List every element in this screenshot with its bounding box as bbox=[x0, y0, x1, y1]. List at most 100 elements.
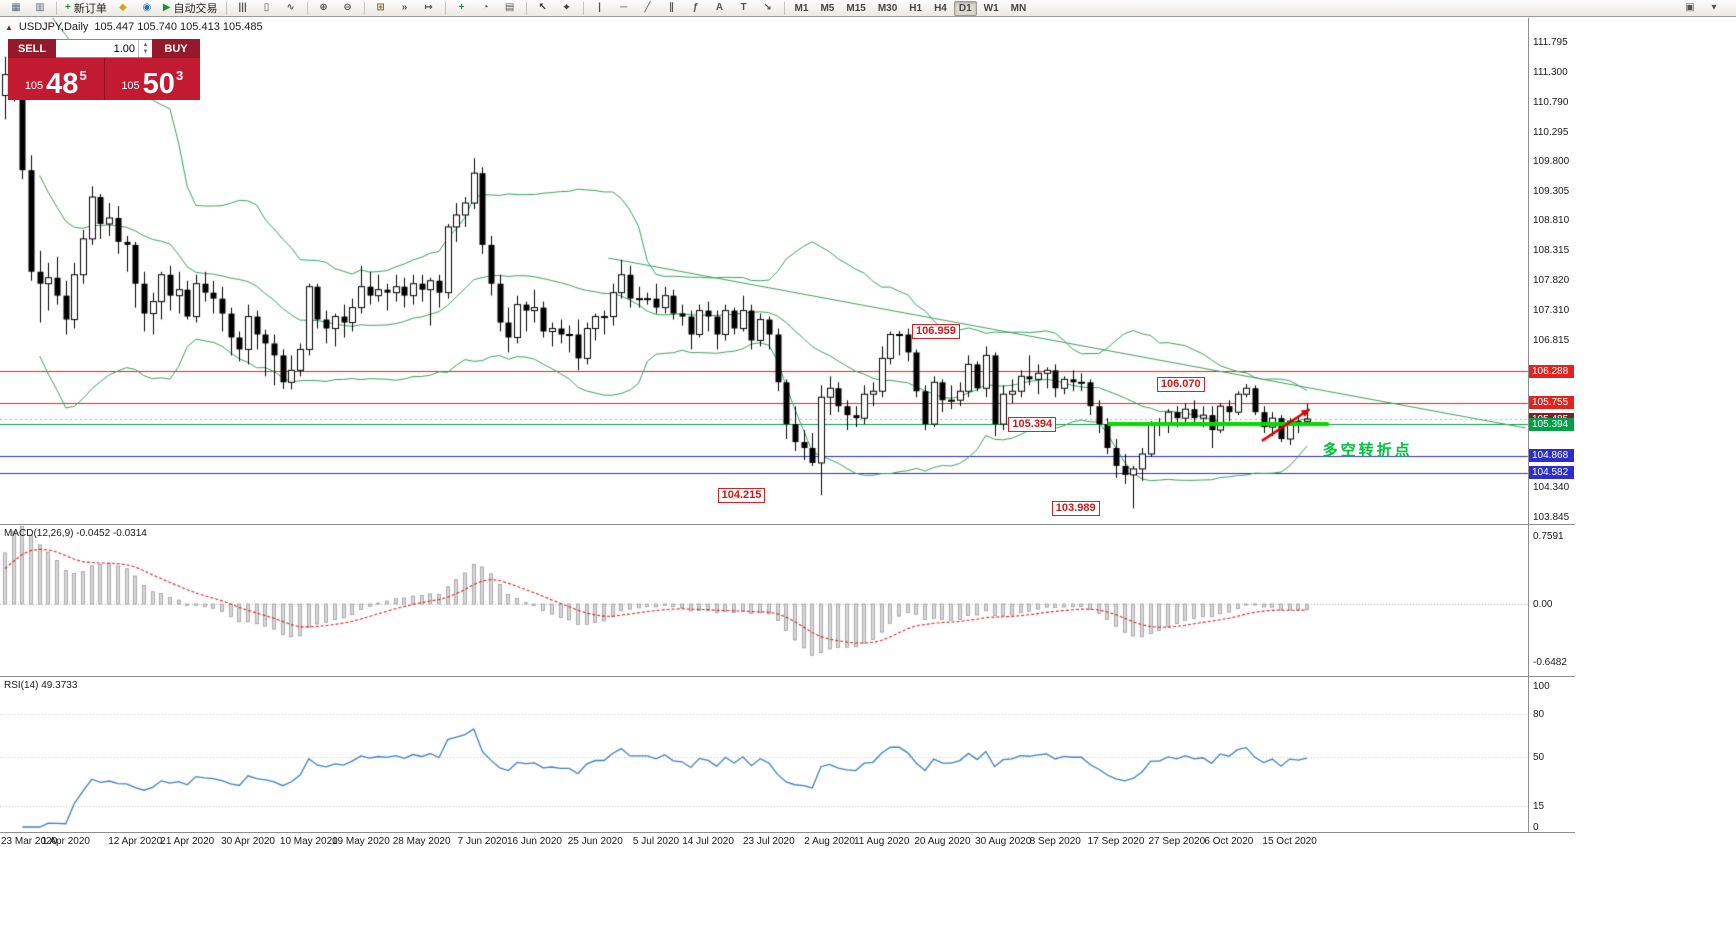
candle-chart-mode-button[interactable]: ▯ bbox=[256, 0, 278, 17]
toolbar-separator bbox=[363, 1, 365, 15]
volume-down-icon[interactable]: ▼ bbox=[142, 48, 149, 55]
toolbar-customize-button[interactable]: ▣ bbox=[1679, 0, 1701, 17]
chart-shift-icon: ↦ bbox=[424, 2, 433, 13]
toolbar-more-button[interactable]: ▾ bbox=[1703, 0, 1725, 17]
price-axis-tick: 108.810 bbox=[1533, 215, 1570, 227]
price-axis-tick: 107.820 bbox=[1533, 274, 1570, 286]
ohlc-values: 105.447 105.740 105.413 105.485 bbox=[94, 21, 263, 33]
new-order-label: 新订单 bbox=[73, 3, 107, 15]
candle-chart-mode-icon: ▯ bbox=[263, 2, 270, 13]
volume-value[interactable]: 1.00 bbox=[113, 42, 135, 55]
price-chart-canvas[interactable] bbox=[0, 18, 1575, 524]
rsi-axis-tick: 50 bbox=[1533, 751, 1545, 763]
rsi-pane-separator[interactable] bbox=[0, 676, 1575, 677]
equidistant-channel-icon: ∥ bbox=[669, 2, 675, 13]
annotation-note: 多空转折点 bbox=[1322, 442, 1413, 460]
main-toolbar: ▦ ▥ + 新订单 ◆ ◉ ▶ 自动交易 ||| ▯ ∿ ⊕ ⊖ ⊞» ↦ + ◔ ▤ ↖ ⌖ | ─ ╱ ∥ ƒ A T ↘ M1 M5… bbox=[0, 0, 1736, 17]
timeframe-m1[interactable]: M1 bbox=[794, 2, 809, 14]
timeframe-m30[interactable]: M30 bbox=[877, 2, 898, 14]
line-chart-mode-button[interactable]: ∿ bbox=[280, 0, 302, 17]
zoom-out-button[interactable]: ⊖ bbox=[337, 0, 359, 17]
macd-pane-separator[interactable] bbox=[0, 524, 1575, 525]
indicators-button[interactable]: + bbox=[451, 0, 473, 17]
date-axis-tick: 5 Jul 2020 bbox=[632, 836, 680, 847]
tile-windows-button[interactable]: ⊞ bbox=[370, 0, 392, 17]
date-axis-tick: 25 Jun 2020 bbox=[567, 836, 623, 847]
periods-icon: ◔ bbox=[482, 2, 489, 13]
date-axis-tick: 11 Aug 2020 bbox=[853, 836, 910, 847]
sell-button[interactable]: SELL bbox=[8, 39, 56, 58]
periods-button[interactable]: ◔ bbox=[475, 0, 497, 17]
symbol-name: USDJPY,Daily bbox=[18, 21, 89, 33]
date-axis-tick: 1 Apr 2020 bbox=[41, 836, 90, 847]
timeframe-d1[interactable]: D1 bbox=[953, 0, 977, 16]
text-button[interactable]: A bbox=[709, 0, 731, 17]
horizontal-line-button[interactable]: ─ bbox=[613, 0, 635, 17]
bar-chart-mode-icon: ||| bbox=[238, 2, 247, 13]
macd-axis-tick: -0.6482 bbox=[1533, 657, 1567, 669]
zoom-in-button[interactable]: ⊕ bbox=[313, 0, 335, 17]
timeframe-w1[interactable]: W1 bbox=[983, 2, 999, 14]
auto-trading-button[interactable]: ▶ 自动交易 bbox=[160, 0, 221, 17]
date-axis-tick: 23 Jul 2020 bbox=[742, 836, 795, 847]
price-axis-badge: 105.394 bbox=[1529, 417, 1574, 431]
community-button[interactable]: ◉ bbox=[136, 0, 158, 17]
fibonacci-icon: ƒ bbox=[692, 2, 699, 13]
date-axis-tick: 6 Oct 2020 bbox=[1204, 836, 1254, 847]
ask-price[interactable]: 105 50 3 bbox=[105, 58, 201, 100]
macd-axis-tick: 0.7591 bbox=[1533, 530, 1564, 542]
ask-pip-digit: 3 bbox=[175, 68, 184, 83]
text-label-button[interactable]: T bbox=[733, 0, 755, 17]
auto-scroll-button[interactable]: » bbox=[394, 0, 416, 17]
new-order-button[interactable]: + 新订单 bbox=[62, 0, 110, 17]
buy-button[interactable]: BUY bbox=[152, 39, 200, 58]
bid-price[interactable]: 105 48 5 bbox=[8, 58, 105, 100]
crosshair-button[interactable]: ⌖ bbox=[556, 0, 578, 17]
price-axis-separator bbox=[1528, 18, 1529, 833]
date-axis-tick: 10 May 2020 bbox=[279, 836, 338, 847]
rsi-label: RSI(14) 49.3733 bbox=[4, 680, 78, 691]
timeframe-h4[interactable]: H4 bbox=[934, 2, 947, 14]
new-order-icon: + bbox=[65, 2, 71, 13]
volume-up-icon[interactable]: ▲ bbox=[142, 41, 149, 48]
volume-spinner[interactable]: ▲ ▼ bbox=[138, 40, 152, 57]
equidistant-channel-button[interactable]: ∥ bbox=[661, 0, 683, 17]
cursor-button[interactable]: ↖ bbox=[532, 0, 554, 17]
ask-big-digits: 50 bbox=[142, 68, 175, 101]
vertical-line-button[interactable]: | bbox=[589, 0, 611, 17]
fibonacci-button[interactable]: ƒ bbox=[685, 0, 707, 17]
toolbar-separator bbox=[306, 1, 308, 15]
toolbar-separator bbox=[56, 1, 57, 15]
timeframe-h1[interactable]: H1 bbox=[909, 2, 923, 14]
date-axis-tick: 27 Sep 2020 bbox=[1148, 836, 1206, 847]
trendline-button[interactable]: ╱ bbox=[637, 0, 659, 17]
macd-canvas[interactable] bbox=[0, 525, 1575, 676]
date-axis-tick: 19 May 2020 bbox=[331, 836, 390, 847]
chart-shift-button[interactable]: ↦ bbox=[418, 0, 440, 17]
chart-profiles-icon: ▥ bbox=[35, 2, 45, 13]
price-axis-tick: 106.815 bbox=[1533, 334, 1570, 346]
volume-field[interactable]: 1.00 ▲ ▼ bbox=[56, 39, 152, 58]
chart-window[interactable]: ▲ USDJPY,Daily 105.447 105.740 105.413 1… bbox=[0, 18, 1575, 853]
new-chart-button[interactable]: ▦ bbox=[5, 0, 27, 17]
templates-button[interactable]: ▤ bbox=[499, 0, 521, 17]
arrow-tool-button[interactable]: ↘ bbox=[757, 0, 779, 17]
date-axis-tick: 7 Jun 2020 bbox=[457, 836, 508, 847]
rsi-canvas[interactable] bbox=[0, 677, 1575, 832]
timeframe-m15[interactable]: M15 bbox=[846, 2, 866, 14]
price-axis-badge: 104.868 bbox=[1529, 449, 1574, 463]
price-level-label: 105.394 bbox=[1008, 417, 1057, 433]
date-axis-tick: 8 Sep 2020 bbox=[1029, 836, 1081, 847]
community-icon: ◉ bbox=[142, 2, 152, 13]
wizard-icon: ◆ bbox=[118, 2, 127, 13]
bid-prefix: 105 bbox=[24, 80, 44, 92]
crosshair-icon: ⌖ bbox=[563, 2, 570, 13]
bar-chart-mode-button[interactable]: ||| bbox=[232, 0, 254, 17]
timeframe-mn[interactable]: MN bbox=[1010, 2, 1027, 14]
timeframe-m5[interactable]: M5 bbox=[820, 2, 835, 14]
one-click-collapse-icon[interactable]: ▲ bbox=[5, 22, 13, 32]
chart-title: ▲ USDJPY,Daily 105.447 105.740 105.413 1… bbox=[5, 21, 263, 33]
chart-profiles-button[interactable]: ▥ bbox=[29, 0, 51, 17]
price-axis-tick: 110.295 bbox=[1533, 126, 1569, 138]
wizard-button[interactable]: ◆ bbox=[112, 0, 134, 17]
